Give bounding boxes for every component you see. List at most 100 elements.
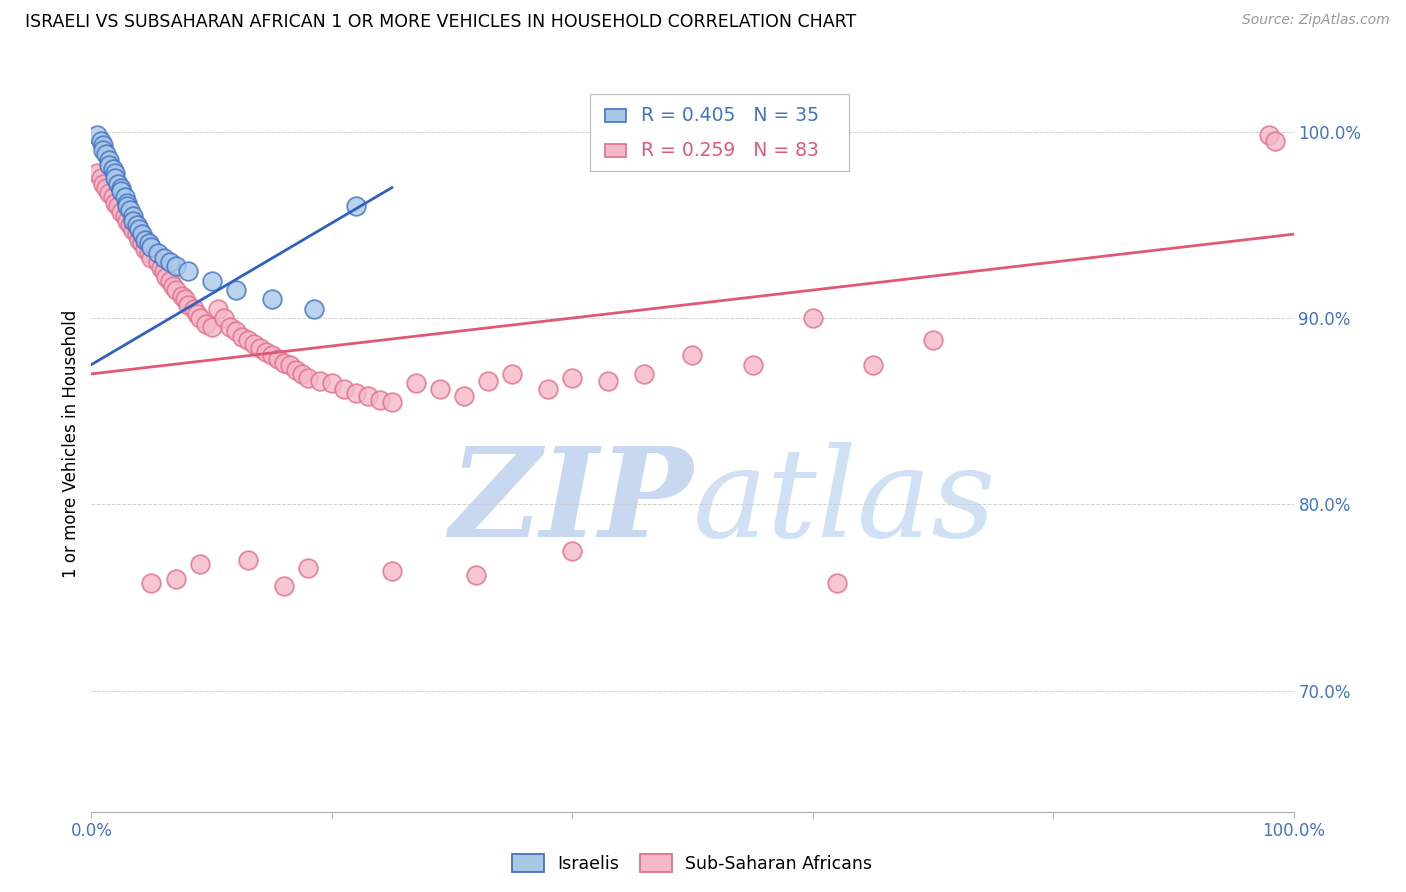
Point: [104, 195, 127, 210]
Point: [90, 171, 112, 186]
Point: [741, 358, 763, 372]
Point: [453, 389, 475, 403]
FancyBboxPatch shape: [591, 95, 849, 171]
Point: [125, 218, 148, 232]
Point: [101, 190, 124, 204]
Point: [201, 320, 224, 334]
Point: [94, 147, 117, 161]
Point: [249, 341, 271, 355]
Point: [537, 382, 560, 396]
Point: [152, 252, 174, 266]
Point: [344, 199, 367, 213]
Point: [128, 233, 150, 247]
Point: [231, 329, 253, 343]
Point: [170, 288, 193, 302]
Text: Source: ZipAtlas.com: Source: ZipAtlas.com: [1241, 13, 1389, 28]
Point: [225, 324, 247, 338]
Y-axis label: 1 or more Vehicles in Household: 1 or more Vehicles in Household: [62, 310, 80, 578]
Point: [98, 158, 121, 172]
Point: [381, 565, 404, 579]
Point: [155, 270, 177, 285]
Point: [104, 166, 127, 180]
Point: [273, 579, 295, 593]
Point: [297, 370, 319, 384]
Point: [165, 283, 187, 297]
Point: [159, 274, 181, 288]
Text: R = 0.405   N = 35: R = 0.405 N = 35: [641, 106, 818, 125]
Point: [118, 218, 141, 232]
Point: [194, 317, 217, 331]
Point: [110, 180, 132, 194]
Point: [633, 367, 655, 381]
Point: [242, 337, 264, 351]
Point: [260, 293, 283, 307]
Point: [186, 307, 208, 321]
Point: [254, 344, 277, 359]
Point: [267, 351, 290, 366]
Point: [138, 236, 160, 251]
Point: [98, 153, 121, 167]
Point: [321, 376, 343, 391]
Point: [681, 348, 703, 362]
Point: [308, 375, 330, 389]
Point: [236, 334, 259, 348]
Point: [922, 334, 945, 348]
Point: [225, 283, 247, 297]
FancyBboxPatch shape: [605, 109, 626, 122]
Point: [134, 233, 156, 247]
Point: [1258, 128, 1281, 143]
Point: [125, 227, 148, 242]
Point: [201, 274, 224, 288]
Point: [162, 279, 184, 293]
Point: [174, 293, 197, 307]
Point: [302, 301, 325, 316]
Point: [118, 202, 141, 217]
Point: [90, 134, 112, 148]
Point: [176, 264, 198, 278]
Point: [188, 557, 211, 571]
Point: [333, 382, 356, 396]
Point: [176, 298, 198, 312]
Point: [107, 199, 129, 213]
Point: [801, 311, 824, 326]
Point: [218, 320, 240, 334]
Point: [117, 214, 139, 228]
Point: [98, 186, 121, 201]
Point: [165, 572, 187, 586]
Point: [188, 311, 211, 326]
FancyBboxPatch shape: [605, 144, 626, 157]
Point: [297, 560, 319, 574]
Point: [138, 245, 160, 260]
Point: [93, 137, 115, 152]
Point: [104, 171, 127, 186]
Point: [405, 376, 427, 391]
Point: [212, 311, 235, 326]
Point: [110, 184, 132, 198]
Point: [134, 242, 156, 256]
Point: [561, 544, 583, 558]
Point: [381, 395, 404, 409]
Point: [357, 389, 380, 403]
Point: [117, 199, 139, 213]
Point: [368, 392, 391, 407]
Text: ZIP: ZIP: [449, 442, 692, 564]
Point: [146, 255, 169, 269]
Point: [284, 363, 307, 377]
Point: [501, 367, 523, 381]
Point: [260, 348, 283, 362]
Point: [1264, 134, 1286, 148]
Text: atlas: atlas: [692, 442, 995, 564]
Text: ISRAELI VS SUBSAHARAN AFRICAN 1 OR MORE VEHICLES IN HOUSEHOLD CORRELATION CHART: ISRAELI VS SUBSAHARAN AFRICAN 1 OR MORE …: [25, 13, 856, 31]
Point: [114, 190, 136, 204]
Point: [291, 367, 314, 381]
Point: [429, 382, 451, 396]
Point: [131, 236, 153, 251]
Point: [110, 204, 132, 219]
Point: [183, 301, 205, 316]
Point: [141, 240, 163, 254]
Point: [141, 575, 163, 590]
Point: [165, 259, 187, 273]
Point: [117, 195, 139, 210]
Point: [128, 221, 150, 235]
Point: [273, 356, 295, 370]
